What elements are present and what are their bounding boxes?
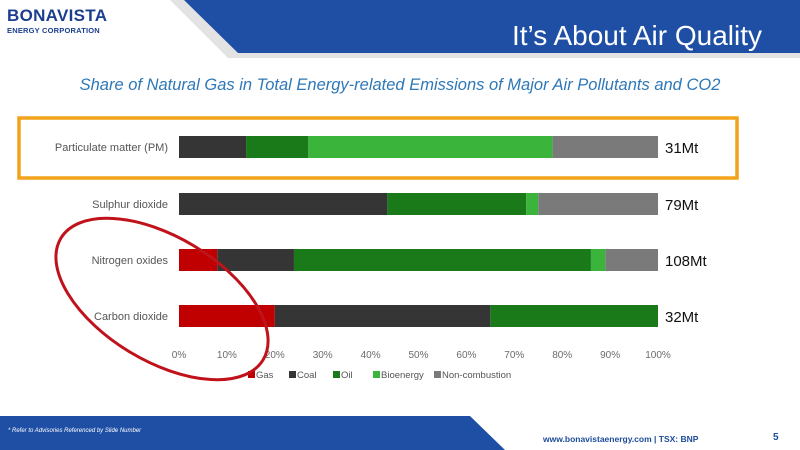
chart-title: Share of Natural Gas in Total Energy-rel… — [79, 76, 721, 94]
legend-swatch-bioenergy — [373, 371, 380, 378]
legend-label-coal: Coal — [297, 370, 317, 381]
bar-sulphur-dioxide-bioenergy — [526, 193, 539, 215]
legend-swatch-coal — [289, 371, 296, 378]
x-tick-label: 40% — [361, 350, 381, 361]
legend-swatch-oil — [333, 371, 340, 378]
x-tick-label: 60% — [456, 350, 476, 361]
logo-tagline: ENERGY CORPORATION — [7, 26, 100, 35]
legend-swatch-gas — [248, 371, 255, 378]
bar-carbon-dioxide-oil — [490, 305, 658, 327]
gas-highlight-circle — [54, 216, 270, 382]
bar-particulate-matter-pm-bioenergy — [308, 136, 553, 158]
pm-highlight-box — [17, 116, 739, 180]
x-tick-label: 90% — [600, 350, 620, 361]
category-label-particulate-matter-pm: Particulate matter (PM) — [55, 142, 168, 154]
bar-nitrogen-oxides-bioenergy — [590, 249, 606, 271]
bar-nitrogen-oxides-coal — [217, 249, 294, 271]
x-tick-label: 10% — [217, 350, 237, 361]
legend-label-non-combustion: Non-combustion — [442, 370, 511, 381]
legend-swatch-non-combustion — [434, 371, 441, 378]
x-tick-label: 0% — [172, 350, 187, 361]
bar-sulphur-dioxide-non-combustion — [538, 193, 658, 215]
bar-nitrogen-oxides-gas — [179, 249, 218, 271]
logo-wordmark: BONAVISTA — [7, 6, 108, 25]
bar-particulate-matter-pm-oil — [246, 136, 309, 158]
x-tick-label: 70% — [504, 350, 524, 361]
bar-sulphur-dioxide-oil — [387, 193, 527, 215]
footer-band — [0, 416, 800, 450]
stacked-bar-chart: Particulate matter (PM) 31Mt Sulphur dioxi… — [17, 116, 739, 382]
bar-nitrogen-oxides-non-combustion — [605, 249, 658, 271]
ticker-symbol: TSX: BNP — [658, 434, 699, 444]
category-label-carbon-dioxide: Carbon dioxide — [94, 311, 168, 323]
page-number: 5 — [773, 432, 779, 443]
total-label-nitrogen-oxides: 108Mt — [665, 253, 708, 270]
header-band — [170, 0, 800, 58]
legend-label-bioenergy: Bioenergy — [381, 370, 424, 381]
total-label-carbon-dioxide: 32Mt — [665, 309, 699, 326]
footer-website[interactable]: www.bonavistaenergy.com | TSX: BNP — [543, 434, 698, 444]
bar-nitrogen-oxides-oil — [293, 249, 591, 271]
legend-label-gas: Gas — [256, 370, 274, 381]
website-link[interactable]: www.bonavistaenergy.com — [543, 434, 652, 444]
total-label-particulate-matter-pm: 31Mt — [665, 140, 699, 157]
bar-carbon-dioxide-coal — [274, 305, 491, 327]
bar-particulate-matter-pm-non-combustion — [552, 136, 658, 158]
bar-sulphur-dioxide-coal — [179, 193, 388, 215]
x-tick-label: 20% — [265, 350, 285, 361]
bar-carbon-dioxide-gas — [179, 305, 275, 327]
legend-label-oil: Oil — [341, 370, 353, 381]
x-tick-label: 100% — [645, 350, 671, 361]
footer-separator: | — [651, 434, 659, 444]
category-label-sulphur-dioxide: Sulphur dioxide — [92, 199, 168, 211]
x-tick-label: 80% — [552, 350, 572, 361]
bar-particulate-matter-pm-coal — [179, 136, 247, 158]
slide-title: It’s About Air Quality — [511, 20, 762, 51]
total-label-sulphur-dioxide: 79Mt — [665, 197, 699, 214]
advisory-note: * Refer to Advisories Referenced by Slid… — [8, 428, 142, 434]
category-label-nitrogen-oxides: Nitrogen oxides — [92, 255, 169, 267]
x-tick-label: 50% — [408, 350, 428, 361]
x-tick-label: 30% — [313, 350, 333, 361]
